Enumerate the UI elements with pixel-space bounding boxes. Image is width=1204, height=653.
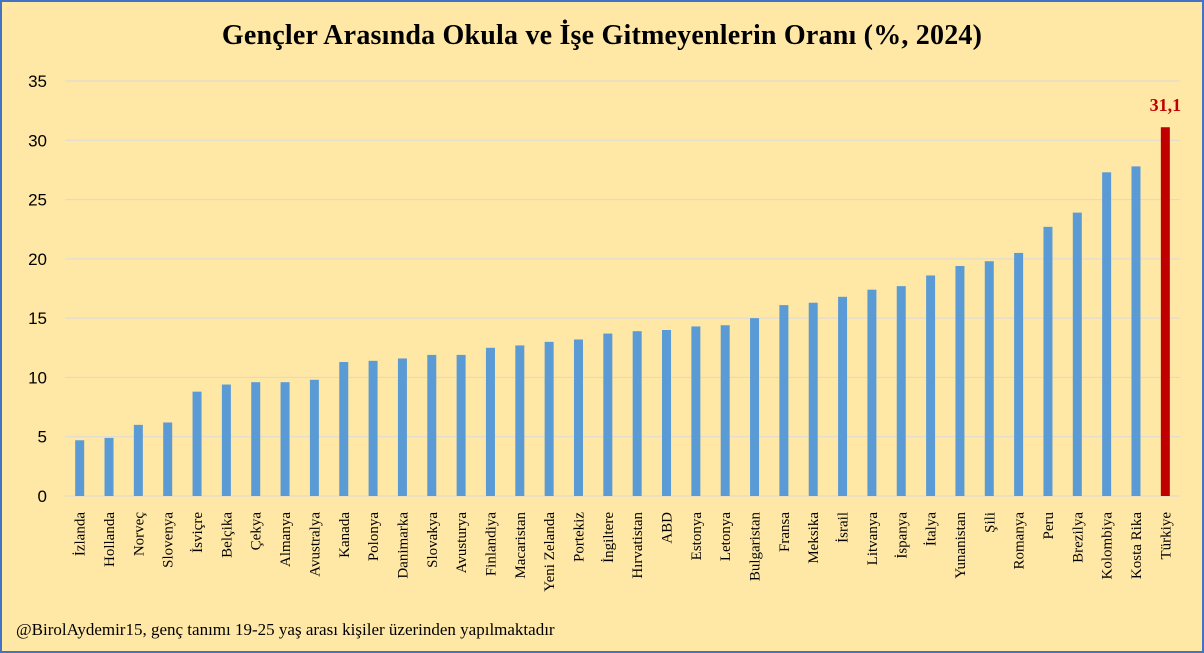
- bar: [456, 354, 466, 496]
- x-tick-label: Estonya: [689, 512, 705, 561]
- x-tick-label: Danimarka: [395, 512, 411, 579]
- x-tick-label: Romanya: [1012, 512, 1028, 570]
- x-tick-label: Finlandiya: [483, 512, 499, 577]
- bar: [280, 382, 290, 496]
- bar: [573, 339, 583, 496]
- x-tick-label: İsrail: [836, 512, 852, 543]
- x-tick-label: Norveç: [131, 512, 147, 556]
- bar: [339, 362, 349, 496]
- bar: [1043, 226, 1053, 497]
- bar: [867, 289, 877, 496]
- x-tick-label: İspanya: [894, 512, 910, 559]
- x-tick-label: Slovenya: [161, 512, 177, 568]
- bar: [926, 275, 936, 496]
- x-tick-label: Yunanistan: [953, 512, 969, 579]
- bar: [779, 305, 789, 496]
- y-tick-label: 25: [28, 191, 47, 210]
- chart-title: Gençler Arasında Okula ve İşe Gitmeyenle…: [221, 20, 983, 51]
- x-tick-label: Kosta Rika: [1129, 512, 1145, 579]
- bar-highlight: [1160, 127, 1170, 496]
- x-tick-label: Peru: [1041, 512, 1057, 540]
- bar: [515, 345, 525, 496]
- bar: [632, 331, 642, 496]
- bar: [251, 382, 261, 496]
- bar: [368, 360, 378, 496]
- bar: [104, 437, 114, 496]
- bar: [984, 261, 994, 496]
- bar: [544, 341, 554, 496]
- bar: [1014, 252, 1024, 496]
- x-tick-label: Slovakya: [425, 512, 441, 568]
- bar: [427, 354, 437, 496]
- y-tick-label: 15: [28, 309, 47, 328]
- bar: [163, 422, 173, 496]
- bar: [750, 318, 760, 496]
- bar: [896, 286, 906, 496]
- bar: [75, 440, 85, 496]
- x-tick-label: ABD: [660, 512, 676, 544]
- bar: [485, 347, 495, 496]
- x-tick-label: Fransa: [777, 512, 793, 552]
- x-tick-label: Yeni Zelanda: [542, 512, 558, 592]
- x-tick-label: Şili: [982, 512, 998, 533]
- x-tick-label: İsviçre: [190, 512, 206, 553]
- x-tick-label: Polonya: [366, 512, 382, 562]
- bar: [221, 384, 231, 496]
- bar: [838, 296, 848, 496]
- y-tick-label: 20: [28, 250, 47, 269]
- x-tick-label: Portekiz: [571, 512, 587, 562]
- y-tick-label: 35: [28, 72, 47, 91]
- x-tick-label: İtalya: [924, 512, 940, 546]
- bar: [691, 326, 701, 496]
- x-tick-label: Almanya: [278, 512, 294, 567]
- footnote: @BirolAydemir15, genç tanımı 19-25 yaş a…: [16, 620, 555, 639]
- x-tick-label: Letonya: [718, 512, 734, 561]
- x-tick-label: Avustralya: [307, 512, 323, 577]
- bar: [603, 333, 613, 496]
- bar: [192, 391, 202, 496]
- bar: [1102, 172, 1112, 497]
- x-tick-label: Kolombiya: [1100, 512, 1116, 580]
- x-tick-label: Brezilya: [1070, 512, 1086, 563]
- bar: [397, 358, 407, 496]
- bar: [1131, 166, 1141, 496]
- bar: [1072, 212, 1082, 496]
- x-tick-label: Macaristan: [513, 512, 529, 579]
- x-tick-label: Kanada: [337, 512, 353, 558]
- bar: [662, 330, 672, 496]
- bar: [808, 302, 818, 496]
- x-tick-label: Belçika: [219, 512, 235, 558]
- x-tick-label: İzlanda: [73, 512, 89, 556]
- y-tick-label: 0: [38, 487, 47, 506]
- y-tick-label: 30: [28, 131, 47, 150]
- x-tick-label: İngiltere: [601, 512, 617, 563]
- x-tick-label: Litvanya: [865, 512, 881, 566]
- y-tick-label: 10: [28, 368, 47, 387]
- bar: [720, 325, 730, 496]
- bar: [955, 265, 965, 496]
- x-tick-label: Hırvatistan: [630, 512, 646, 579]
- bar: [309, 379, 319, 496]
- data-label: 31,1: [1150, 95, 1182, 115]
- bar: [133, 424, 143, 496]
- x-tick-label: Hollanda: [102, 512, 118, 567]
- y-tick-label: 5: [38, 428, 47, 447]
- x-tick-label: Meksika: [806, 512, 822, 564]
- x-tick-label: Bulgaristan: [748, 512, 764, 582]
- x-tick-label: Avusturya: [454, 512, 470, 574]
- x-tick-label: Çekya: [249, 512, 265, 551]
- x-tick-label: Türkiye: [1158, 512, 1174, 560]
